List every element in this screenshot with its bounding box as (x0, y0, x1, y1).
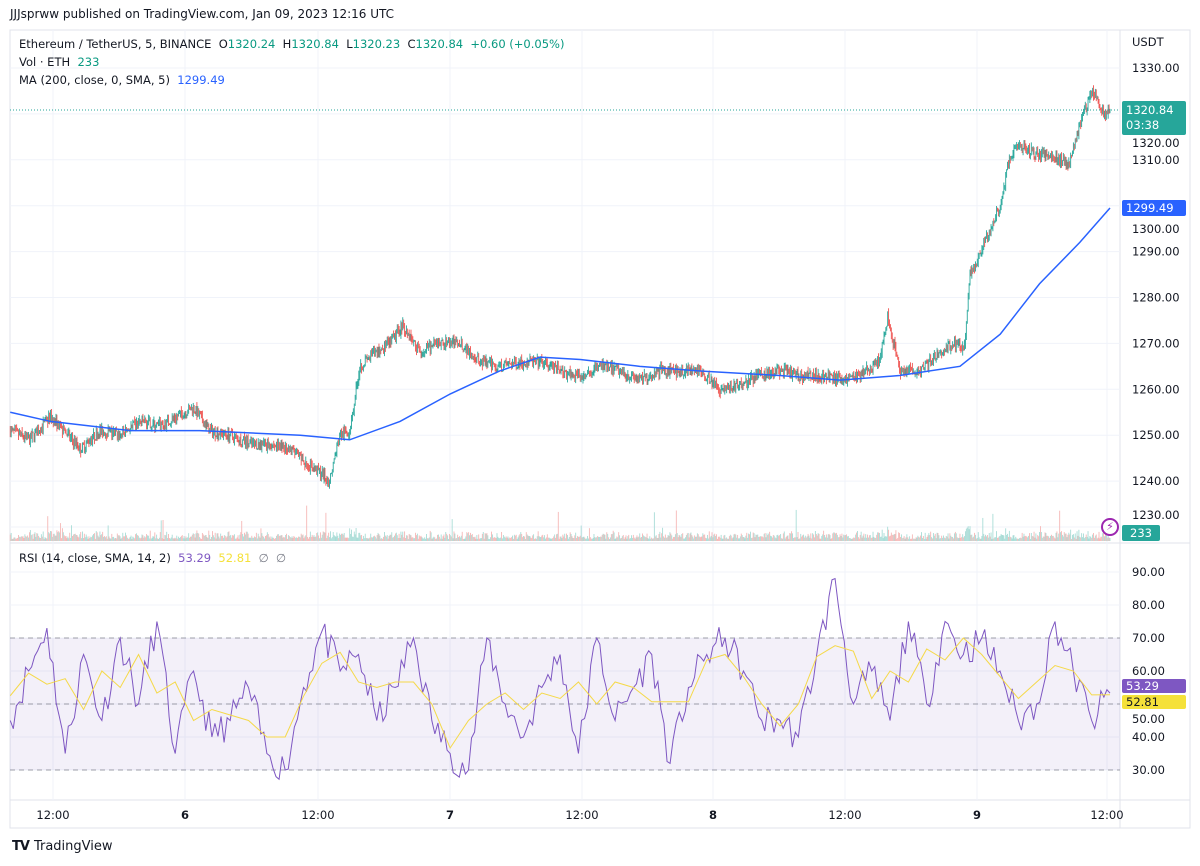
price-tick-label: 1250.00 (1132, 428, 1180, 442)
time-tick-label: 12:00 (1090, 808, 1123, 822)
close-label: C (407, 37, 416, 51)
time-tick-label: 9 (973, 808, 981, 822)
rsi-tick-label: 70.00 (1132, 631, 1165, 645)
price-tick-label: 1300.00 (1132, 222, 1180, 236)
close-value: 1320.84 (415, 37, 464, 51)
price-tick-label: 1290.00 (1132, 245, 1180, 259)
time-tick-label: 7 (446, 808, 454, 822)
price-tick-label: 1320.00 (1132, 136, 1180, 150)
low-value: 1320.23 (352, 37, 401, 51)
low-label: L (346, 37, 353, 51)
price-tick-label: 1270.00 (1132, 336, 1180, 350)
price-tick-label: 1230.00 (1132, 508, 1180, 522)
open-value: 1320.24 (227, 37, 276, 51)
time-tick-label: 12:00 (301, 808, 334, 822)
rsi-tick-label: 90.00 (1132, 565, 1165, 579)
ma-value: 1299.49 (177, 73, 225, 87)
price-tick-label: 1280.00 (1132, 291, 1180, 305)
currency-label: USDT (1132, 35, 1164, 49)
rsi-sma-value: 52.81 (218, 551, 252, 565)
rsi-tick-label: 60.00 (1132, 664, 1165, 678)
current-price: 1320.84 (1126, 103, 1174, 117)
price-tick-label: 1240.00 (1132, 474, 1180, 488)
current-price-tag: 1320.84 03:38 (1122, 101, 1186, 135)
time-tick-label: 12:00 (36, 808, 69, 822)
price-tick-label: 1310.00 (1132, 153, 1180, 167)
tradingview-logo[interactable]: TV (12, 839, 30, 854)
rsi-tick-label: 30.00 (1132, 763, 1165, 777)
ma-line (10, 207, 1111, 441)
time-tick-label: 12:00 (828, 808, 861, 822)
rsi-label[interactable]: RSI (14, close, SMA, 14, 2) (19, 551, 171, 565)
rsi-value: 53.29 (178, 551, 212, 565)
high-value: 1320.84 (291, 37, 339, 51)
time-tick-label: 6 (181, 808, 189, 822)
time-tick-label: 8 (709, 808, 717, 822)
price-tick-label: 1330.00 (1132, 61, 1180, 75)
brand-name[interactable]: TradingView (33, 839, 113, 854)
ma-legend: MA (200, close, 0, SMA, 5) 1299.49 (19, 73, 225, 87)
time-tick-label: 12:00 (565, 808, 598, 822)
high-label: H (282, 37, 292, 51)
rsi-sma-tag: 52.81 (1122, 695, 1186, 709)
publisher-line: JJJsprww published on TradingView.com, J… (10, 7, 395, 21)
volume-value: 233 (77, 55, 100, 69)
candles (9, 85, 1111, 489)
price-tick-label: 1260.00 (1132, 382, 1180, 396)
rsi-tick-label: 80.00 (1132, 598, 1165, 612)
volume-legend: Vol · ETH 233 (19, 55, 99, 69)
footer: TV TradingView (12, 839, 112, 854)
rsi-tick-label: 40.00 (1132, 730, 1165, 744)
ma-label[interactable]: MA (200, close, 0, SMA, 5) (19, 73, 170, 87)
rsi-tag: 53.29 (1122, 679, 1186, 693)
ma-price-tag: 1299.49 (1122, 200, 1186, 216)
rsi-tick-label: 50.00 (1132, 712, 1165, 726)
rsi-line (9, 577, 1111, 781)
rsi-legend: RSI (14, close, SMA, 14, 2) 53.29 52.81 … (19, 551, 286, 565)
bar-countdown: 03:38 (1126, 118, 1160, 132)
lightning-bolt-icon[interactable]: ⚡ (1101, 518, 1119, 536)
open-label: O (218, 37, 228, 51)
volume-bars (9, 505, 1111, 541)
rsi-extra-1: ∅ (258, 551, 269, 565)
symbol-legend: Ethereum / TetherUS, 5, BINANCE O1320.24… (19, 37, 564, 51)
volume-tag: 233 (1122, 525, 1160, 541)
symbol-title[interactable]: Ethereum / TetherUS, 5, BINANCE (19, 37, 212, 51)
rsi-extra-2: ∅ (276, 551, 287, 565)
volume-label[interactable]: Vol · ETH (19, 55, 71, 69)
rsi-sma-line (9, 637, 1110, 750)
change-value: +0.60 (+0.05%) (470, 37, 565, 51)
